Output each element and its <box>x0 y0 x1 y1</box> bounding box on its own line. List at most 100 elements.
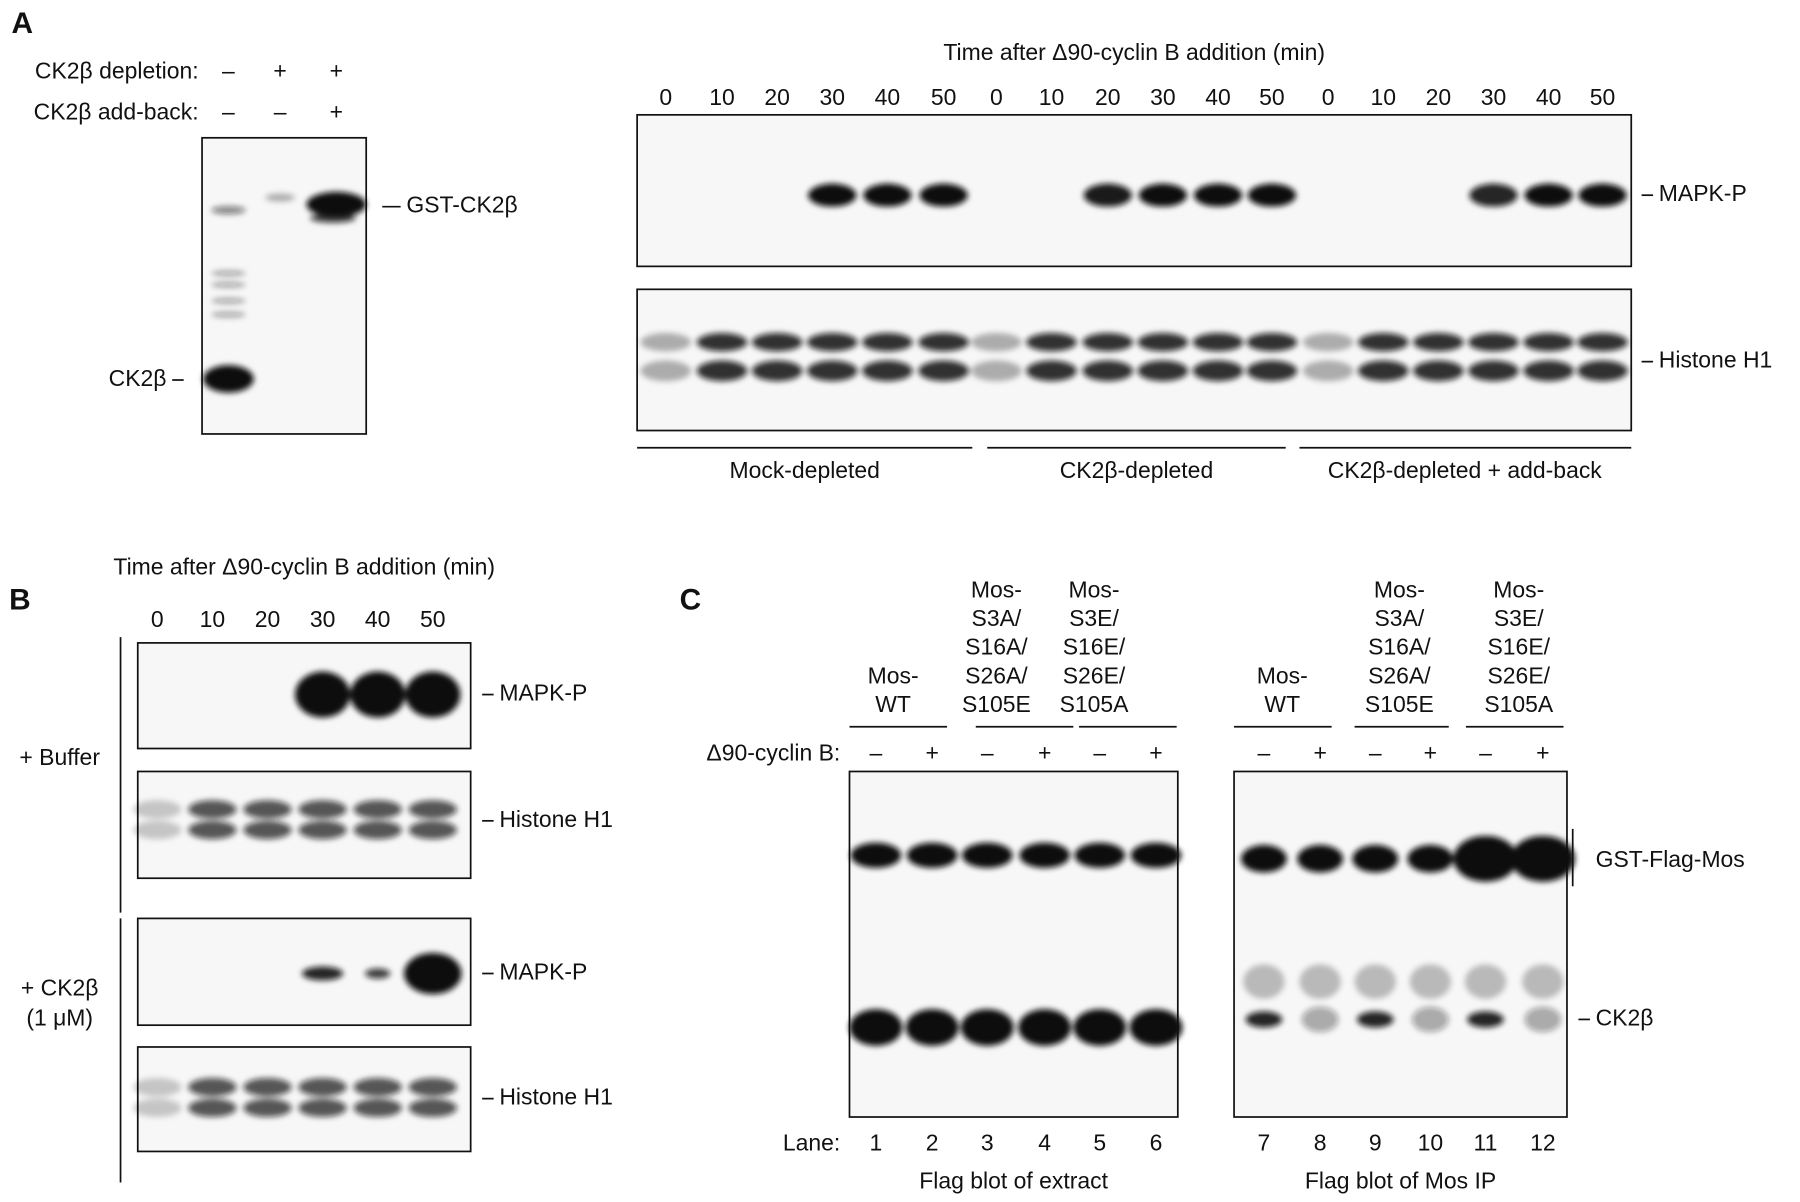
band <box>1302 360 1354 382</box>
band-label: Histone H1 <box>1659 347 1772 373</box>
construct-label: S26E/ <box>1488 662 1551 688</box>
sign: + <box>1536 739 1549 765</box>
lane-number: 10 <box>1418 1130 1444 1156</box>
band <box>404 952 462 995</box>
band <box>188 800 237 819</box>
band <box>1297 844 1344 873</box>
sign: – <box>222 99 235 125</box>
band <box>1411 1006 1449 1033</box>
band <box>1019 842 1070 868</box>
time-label: 0 <box>990 84 1003 110</box>
band <box>863 183 912 207</box>
time-label: 50 <box>420 606 446 632</box>
band <box>309 213 356 223</box>
sign: + <box>330 57 343 83</box>
band <box>298 1098 347 1118</box>
blot <box>636 288 1633 432</box>
band <box>1413 360 1464 382</box>
band <box>353 1098 402 1118</box>
time-label: 0 <box>1322 84 1335 110</box>
bands <box>133 183 1628 1118</box>
band <box>862 360 913 382</box>
band <box>1354 964 1396 999</box>
sign: + <box>273 57 286 83</box>
band <box>918 332 969 352</box>
band <box>1137 332 1189 352</box>
row-label: Lane: <box>783 1130 840 1156</box>
band <box>1468 332 1519 352</box>
lane-number: 5 <box>1093 1130 1106 1156</box>
band-label: GST-Flag-Mos <box>1596 846 1745 872</box>
generated: CK2β depletion: – + +CK2β add-back: – – +0 10 20… <box>19 57 1615 1155</box>
construct-label: Mos- <box>1493 576 1544 602</box>
band <box>1073 1009 1127 1046</box>
construct-label: Mos- <box>1069 576 1120 602</box>
time-label: 10 <box>200 606 226 632</box>
time-label: 20 <box>1095 84 1121 110</box>
band <box>1510 835 1575 882</box>
panel-label: C <box>680 583 702 616</box>
blot <box>1233 770 1568 1118</box>
band <box>1243 964 1285 999</box>
band <box>1082 332 1134 352</box>
time-label: 40 <box>1536 84 1562 110</box>
construct-label: S105A <box>1060 691 1130 717</box>
band <box>849 1009 903 1046</box>
band <box>1523 332 1574 352</box>
band <box>203 365 254 393</box>
band <box>1522 964 1564 999</box>
band <box>1409 964 1452 999</box>
construct-label: Mos- <box>1374 576 1425 602</box>
lane-number: 12 <box>1530 1130 1556 1156</box>
band <box>211 281 246 288</box>
construct-label: S3E/ <box>1069 605 1119 631</box>
construct-label: S16A/ <box>965 634 1028 660</box>
construct-label: WT <box>875 691 911 717</box>
construct-label: S26A/ <box>1368 662 1431 688</box>
band <box>298 1077 347 1097</box>
construct-label: S26E/ <box>1063 662 1126 688</box>
band <box>408 1077 457 1097</box>
band <box>211 311 246 318</box>
group-label: CK2β-depleted + add-back <box>1328 457 1602 483</box>
band <box>1407 844 1454 873</box>
sign: + <box>1149 739 1162 765</box>
band <box>1302 332 1354 352</box>
time-label: 30 <box>820 84 846 110</box>
sign: + <box>1424 739 1437 765</box>
lane-number: 11 <box>1474 1130 1498 1156</box>
band <box>1301 1006 1339 1033</box>
time-label: 10 <box>1371 84 1397 110</box>
band <box>960 1009 1014 1046</box>
time-label: 40 <box>365 606 391 632</box>
row-label: CK2β depletion: <box>35 57 199 83</box>
band <box>696 332 748 352</box>
band <box>243 1077 292 1097</box>
band <box>1193 183 1243 207</box>
time-title: Time after Δ90-cyclin B addition (min) <box>113 553 495 579</box>
band <box>906 842 958 868</box>
time-label: 40 <box>875 84 901 110</box>
construct-label: Mos- <box>1257 662 1308 688</box>
band <box>188 820 237 840</box>
band-label: Histone H1 <box>499 1084 612 1110</box>
blot <box>636 113 1633 268</box>
band <box>1358 360 1409 382</box>
sign: – <box>870 739 883 765</box>
sign: – <box>274 99 287 125</box>
band <box>1464 964 1507 999</box>
band <box>1352 844 1399 873</box>
construct-label: Mos- <box>868 662 919 688</box>
band <box>265 193 296 202</box>
band <box>353 820 402 840</box>
band <box>1083 183 1132 207</box>
band <box>1453 835 1518 882</box>
band <box>243 1098 292 1118</box>
band <box>408 800 457 819</box>
band-label: MAPK-P <box>499 959 587 985</box>
band <box>1074 842 1125 868</box>
band <box>696 360 748 382</box>
sign: – <box>981 739 994 765</box>
band <box>640 360 692 382</box>
